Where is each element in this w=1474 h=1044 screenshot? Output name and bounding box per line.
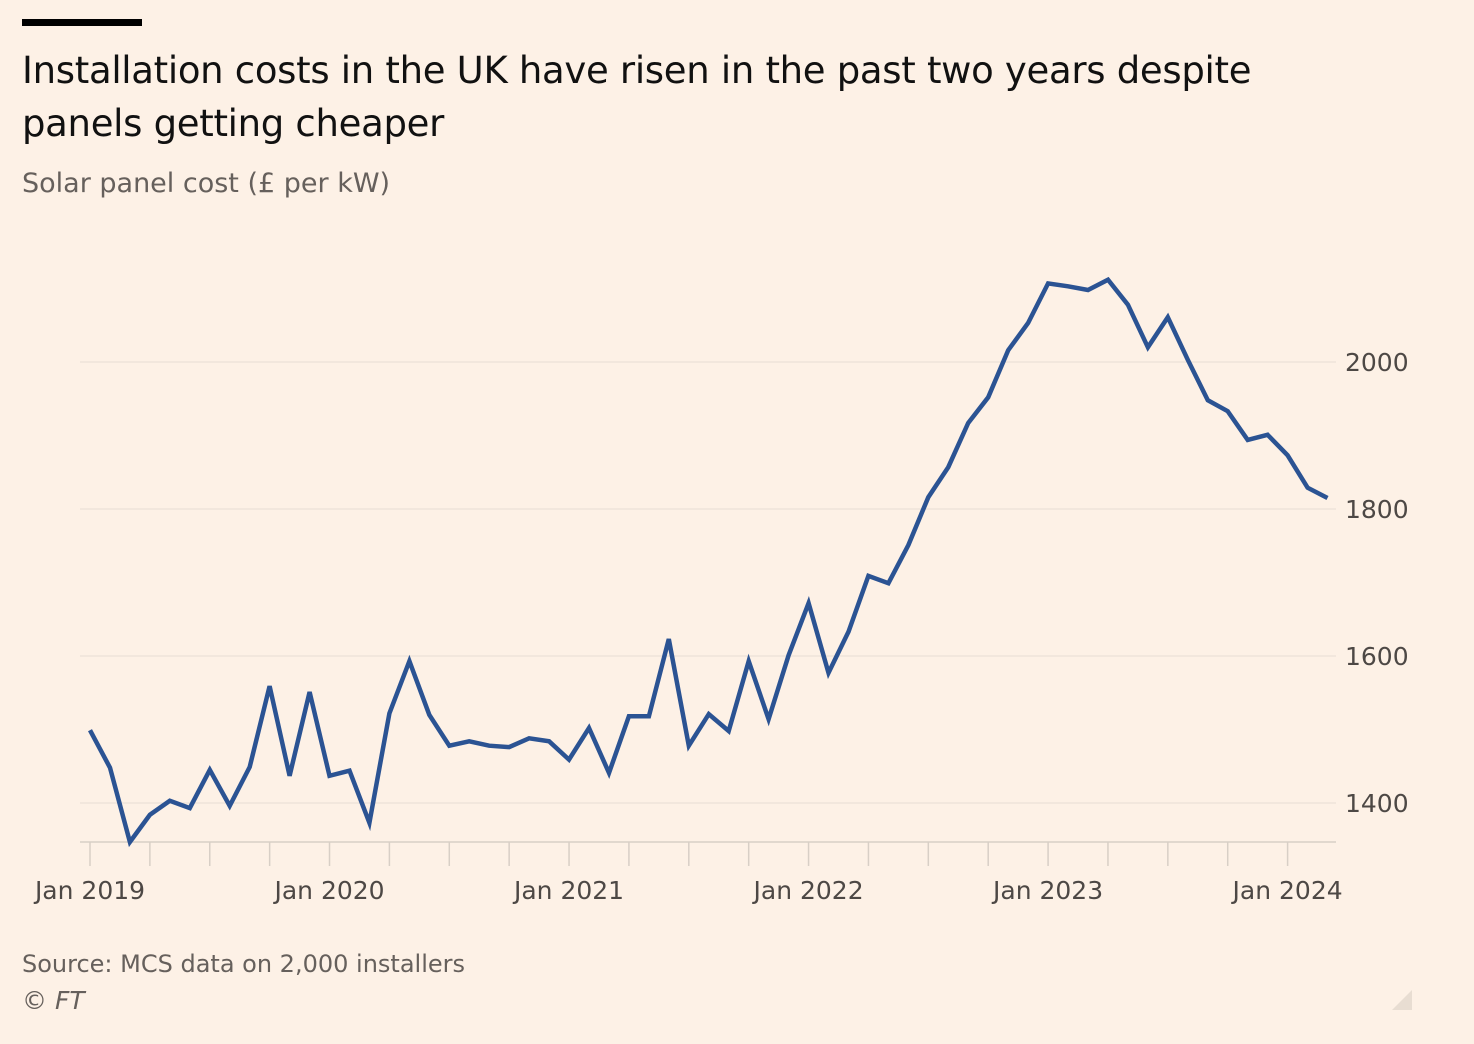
copyright: © FT	[22, 986, 85, 1015]
series-line	[88, 276, 1329, 848]
chart-title: Installation costs in the UK have risen …	[22, 49, 1252, 145]
x-tick-label: Jan 2021	[512, 876, 624, 905]
resize-corner-icon	[1392, 990, 1412, 1010]
chart-subtitle: Solar panel cost (£ per kW)	[22, 168, 391, 199]
x-tick-label: Jan 2024	[1231, 876, 1343, 905]
x-tick-label: Jan 2022	[752, 876, 864, 905]
y-tick-label: 1400	[1345, 789, 1409, 818]
y-tick-label: 2000	[1345, 348, 1409, 377]
y-tick-label: 1800	[1345, 495, 1409, 524]
x-tick-label: Jan 2019	[33, 876, 145, 905]
source-note: Source: MCS data on 2,000 installers	[22, 950, 465, 978]
y-tick-label: 1600	[1345, 642, 1409, 671]
x-tick-label: Jan 2023	[991, 876, 1103, 905]
ft-title-bar	[22, 19, 142, 26]
x-tick-label: Jan 2020	[272, 876, 384, 905]
